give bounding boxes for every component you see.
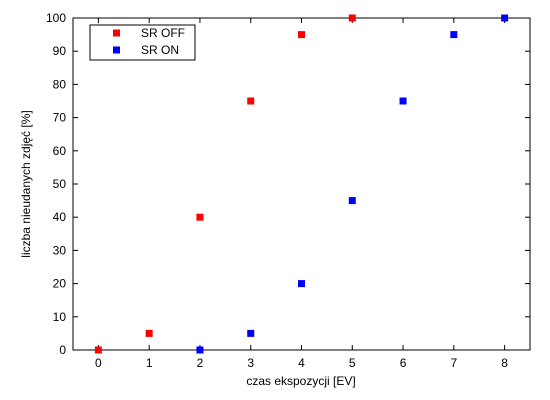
x-tick-label: 5 [349,356,356,370]
y-tick-label: 100 [46,11,66,25]
y-tick-label: 40 [53,210,67,224]
x-tick-label: 0 [95,356,102,370]
y-tick-label: 10 [53,310,67,324]
data-point-sr-off [298,31,305,39]
data-point-sr-off [247,97,255,105]
legend: SR OFF SR ON [89,24,196,61]
legend-label: SR OFF [141,26,185,40]
legend-box [89,24,196,61]
x-tick-label: 3 [247,356,254,370]
data-points [94,14,509,354]
legend-label: SR ON [141,43,179,57]
legend-marker [113,29,120,37]
data-point-sr-on [399,97,407,105]
y-tick-label: 50 [53,177,67,191]
data-point-sr-on [348,197,356,205]
plot-frame [72,17,531,351]
y-axis: 0 10 20 30 40 50 60 70 80 90 100 [46,11,530,357]
y-tick-label: 30 [53,243,67,257]
x-tick-label: 8 [501,356,508,370]
data-point-sr-on [298,280,305,288]
data-point-sr-on [450,31,458,39]
y-tick-label: 20 [53,277,67,291]
x-tick-label: 7 [450,356,457,370]
x-axis-label: czas ekspozycji [EV] [246,374,355,388]
data-point-sr-off [94,346,102,354]
y-tick-label: 90 [53,44,67,58]
y-tick-label: 70 [53,111,67,125]
x-tick-label: 1 [146,356,153,370]
x-tick-label: 4 [298,356,305,370]
x-tick-label: 6 [400,356,407,370]
data-point-sr-on [501,14,509,22]
y-tick-label: 80 [53,77,67,91]
data-point-sr-off [348,14,356,22]
y-tick-label: 60 [53,144,67,158]
x-axis: 0 1 2 3 4 5 6 7 8 [95,18,508,370]
y-tick-label: 0 [59,343,66,357]
data-point-sr-on [247,329,255,337]
data-point-sr-off [145,329,153,337]
data-point-sr-off [196,213,204,221]
data-point-sr-on [196,346,204,354]
legend-marker [113,46,120,54]
x-tick-label: 2 [197,356,204,370]
y-axis-label: liczba nieudanych zdjęć [%] [19,110,33,257]
